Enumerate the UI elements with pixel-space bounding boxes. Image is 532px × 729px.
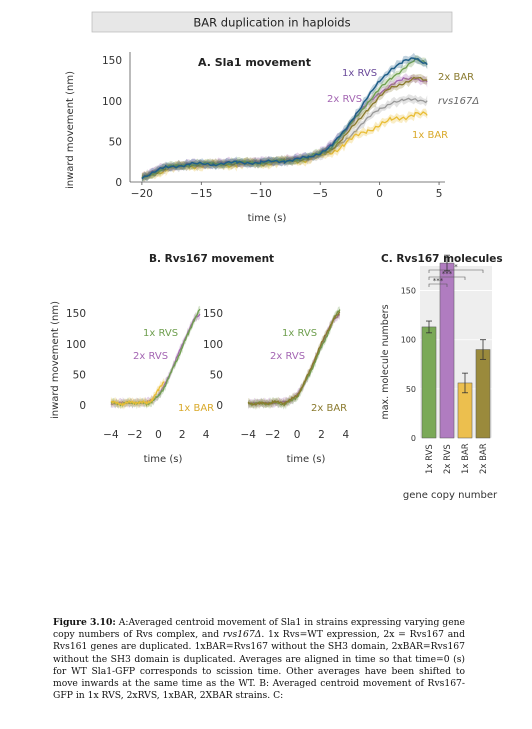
panel-c-y-tick-label: 50 [406, 385, 416, 394]
panel-c: C. Rvs167 molecules max. molecule number… [380, 253, 503, 501]
category-label-bar2x: 2x BAR [479, 443, 489, 474]
category-label-bar1x: 1x BAR [461, 443, 471, 474]
panel-b-left-x-tick-label: −2 [127, 429, 142, 441]
series-a-wt-line [141, 57, 428, 180]
panel-c-xlabel: gene copy number [403, 490, 498, 501]
panel-b-left-y-tick-label: 100 [66, 339, 86, 351]
significance-marker: * [454, 263, 458, 271]
series-b-right-bar2x-band [248, 307, 340, 410]
panel-a-xlabel: time (s) [248, 213, 287, 224]
label-a-rvs167d: rvs167Δ [438, 96, 479, 107]
significance-bracket [428, 276, 466, 280]
category-label-rvs1x: 1x RVS [425, 444, 435, 474]
label-a-bar1x: 1x BAR [412, 130, 448, 141]
panel-a-x-tick-label: −10 [250, 188, 272, 200]
series-b-left-rvs1x-line [110, 308, 201, 408]
panel-b-right-x-tick-label: −4 [240, 429, 256, 441]
panel-b-left-x-tick-label: 0 [155, 429, 162, 441]
label-b-right-rvs2x: 2x RVS [270, 351, 305, 362]
panel-b-right-y-tick-label: 50 [210, 369, 223, 381]
panel-a-title: A. Sla1 movement [198, 56, 311, 69]
series-b-right-bar2x-line [247, 311, 341, 407]
panel-a: A. Sla1 movement inward movement (nm) ti… [65, 52, 479, 224]
panel-b-ylabel: inward movement (nm) [50, 301, 61, 419]
series-b-left-rvs2x-band [110, 311, 201, 409]
panel-b-axes: −4 −2 0 2 4 0 50 100 150 −4 −2 0 2 4 0 50 100 150 [66, 308, 350, 441]
panel-b-left-y-tick-label: 50 [73, 369, 86, 381]
figure-title-box [91, 11, 453, 33]
series-b-right-rvs2x-band [248, 310, 340, 410]
bar-rvs1x [421, 326, 437, 439]
panel-b-lines [110, 305, 341, 410]
bar-rvs2x [439, 262, 455, 439]
panel-a-ylabel: inward movement (nm) [65, 71, 76, 189]
panel-a-x-tick-label: 5 [436, 188, 443, 200]
panel-b-right-y-tick-label: 150 [203, 308, 223, 320]
panel-b-right-xlabel: time (s) [287, 454, 326, 465]
panel-c-title: C. Rvs167 molecules [381, 253, 503, 265]
label-b-left-rvs1x: 1x RVS [143, 328, 178, 339]
caption-text-1: A:Averaged centroid movement of Sla1 in … [53, 617, 465, 641]
figure-title: BAR duplication in haploids [193, 16, 350, 30]
panel-a-x-tick-label: −5 [312, 188, 327, 200]
series-a-wt-band [141, 52, 428, 182]
panel-b-title: B. Rvs167 movement [149, 253, 274, 265]
caption-mutant: rvs167Δ [222, 629, 262, 641]
figure-caption: Figure 3.10: A:Averaged centroid movemen… [53, 617, 465, 702]
panel-b-left-y-tick-label: 0 [79, 400, 86, 412]
panel-c-y-tick-label: 100 [401, 336, 416, 345]
panel-b-right-x-tick-label: −2 [265, 429, 280, 441]
panel-c-y-tick-label: 0 [411, 434, 416, 443]
label-a-bar2x: 2x BAR [438, 72, 474, 83]
label-a-rvs2x: 2x RVS [327, 94, 362, 105]
panel-b-left-x-tick-label: −4 [103, 429, 119, 441]
panel-b-right-x-tick-label: 4 [343, 429, 350, 441]
bar-bar2x [475, 349, 491, 439]
category-label-rvs2x: 2x RVS [443, 444, 453, 474]
panel-b-right-x-tick-label: 0 [294, 429, 301, 441]
label-b-right-bar2x: 2x BAR [311, 403, 347, 414]
panel-b-right-y-tick-label: 0 [216, 400, 223, 412]
panel-a-y-tick-label: 150 [102, 55, 122, 67]
panel-a-lines [141, 52, 428, 183]
panel-a-y-tick-label: 100 [102, 96, 122, 108]
caption-label: Figure 3.10: [53, 617, 116, 628]
panel-a-y-tick-label: 50 [109, 136, 122, 148]
label-b-left-bar1x: 1x BAR [178, 403, 214, 414]
panel-b-left-x-tick-label: 4 [203, 429, 210, 441]
panel-b-left-y-tick-label: 150 [66, 308, 86, 320]
series-a-rvs167d-band [141, 94, 428, 183]
panel-b: B. Rvs167 movement inward movement (nm) … [50, 253, 350, 465]
caption-text-2: . 1x Rvs=WT expression, 2x = Rvs167 and … [53, 629, 465, 702]
series-b-left-bar1x-line [110, 381, 165, 407]
label-b-left-rvs2x: 2x RVS [133, 351, 168, 362]
panel-b-right-x-tick-label: 2 [318, 429, 325, 441]
significance-marker: *** [442, 270, 453, 278]
panel-a-x-tick-label: −15 [190, 188, 212, 200]
panel-b-left-x-tick-label: 2 [179, 429, 186, 441]
panel-b-right-y-tick-label: 100 [203, 339, 223, 351]
label-b-right-rvs1x: 1x RVS [282, 328, 317, 339]
panel-b-left-xlabel: time (s) [144, 454, 183, 465]
panel-a-x-tick-label: −20 [131, 188, 153, 200]
panel-a-y-tick-label: 0 [115, 177, 122, 189]
significance-bracket [428, 269, 484, 273]
panel-c-ylabel: max. molecule numbers [380, 304, 391, 419]
panel-a-x-tick-label: 0 [376, 188, 383, 200]
significance-marker: *** [433, 277, 444, 285]
panel-c-y-tick-label: 150 [401, 287, 416, 296]
significance-bracket [428, 283, 448, 287]
label-a-rvs1x: 1x RVS [342, 68, 377, 79]
